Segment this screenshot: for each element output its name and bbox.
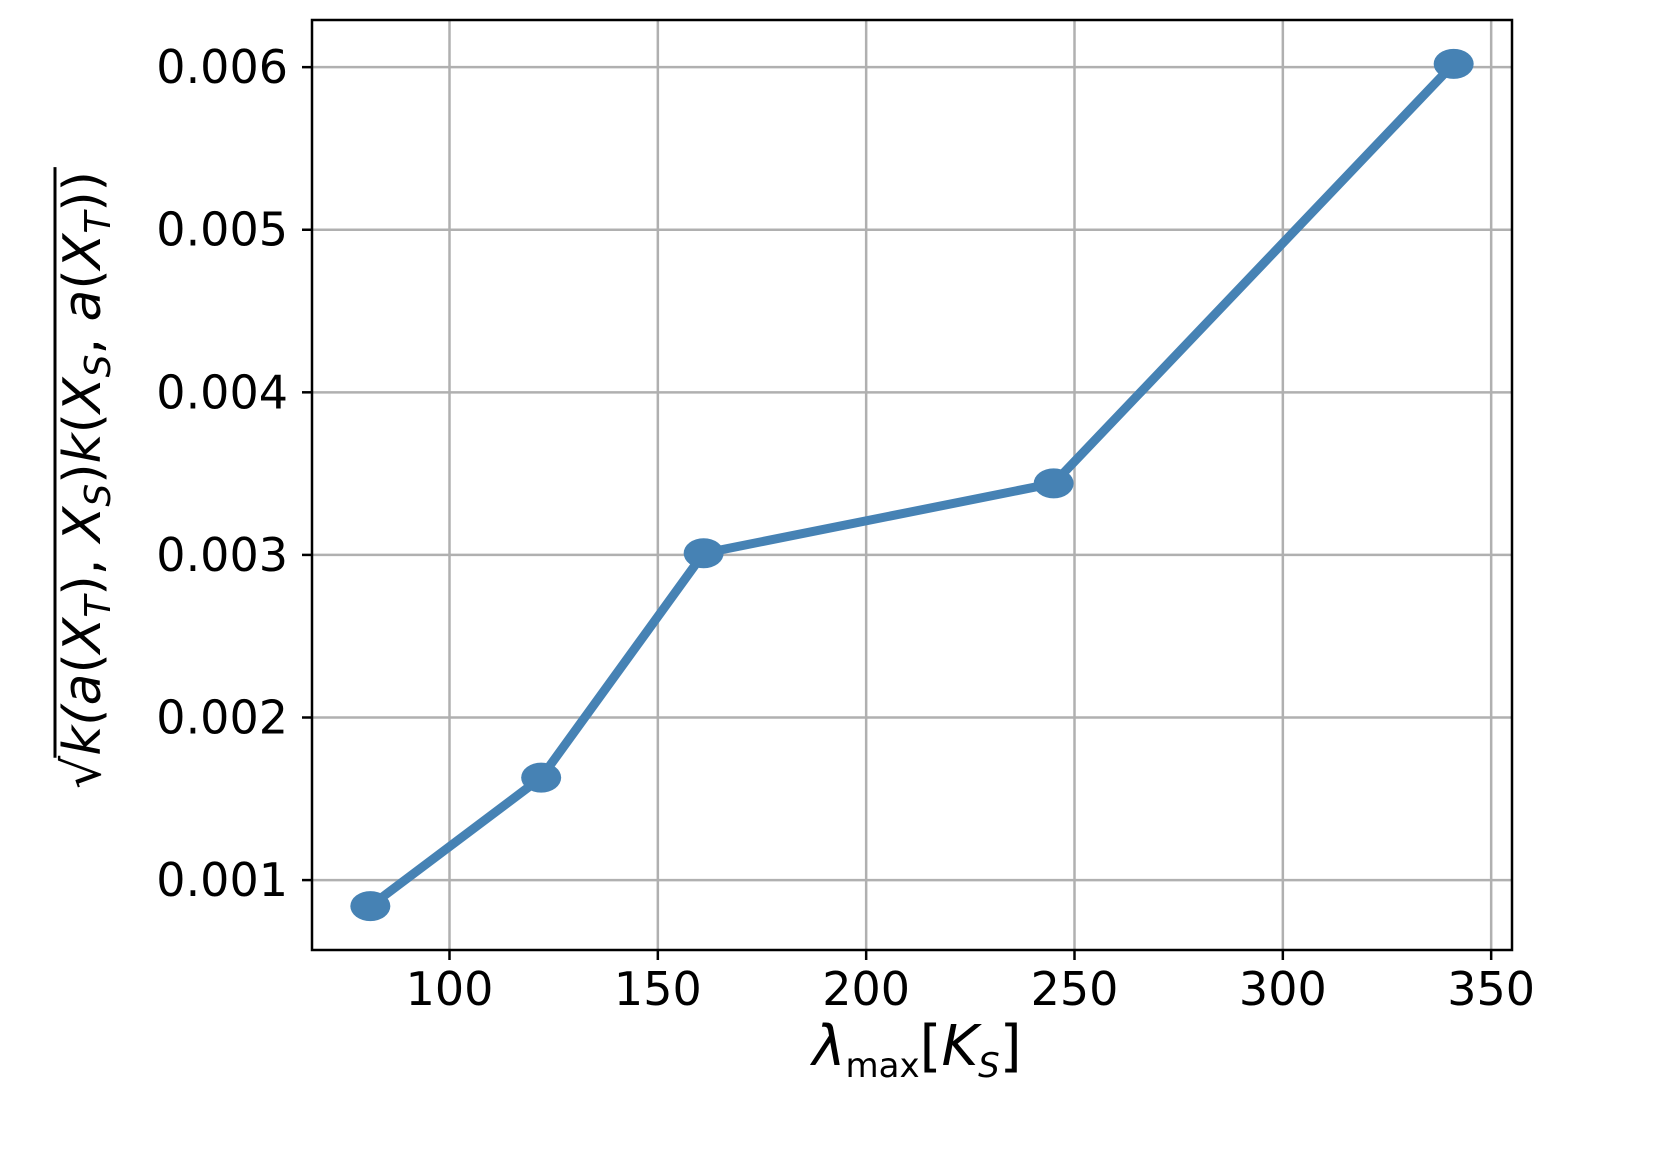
y-tick-label: 0.005 [156, 203, 288, 257]
y-axis-label-part: S [78, 484, 119, 507]
y-axis-label-part: ( [53, 653, 113, 673]
y-axis-label-part: T [78, 593, 119, 618]
x-axis-label-k-sub: S [978, 1046, 1000, 1086]
data-point [1433, 48, 1474, 79]
y-tick-label: 0.003 [156, 528, 288, 582]
data-point [350, 891, 391, 922]
y-tick-label: 0.001 [156, 853, 288, 907]
y-axis-label-part: ) [53, 463, 113, 483]
y-axis-label-part: X [53, 616, 113, 656]
y-axis-label-part: , [53, 321, 113, 354]
x-axis-label-symbol: λ [809, 1014, 845, 1079]
y-axis-label-text: √k(a(XT), XS)k(XS, a(XT)) [53, 171, 119, 789]
y-axis-label-part: k [53, 431, 113, 463]
x-axis-label-sub: max [846, 1046, 920, 1086]
y-axis-label-part: k( [53, 703, 113, 756]
y-axis-label-part: X [53, 232, 113, 272]
y-axis: 0.001 0.002 0.003 0.004 0.005 0.006 [156, 40, 312, 907]
y-tick-label: 0.006 [156, 40, 288, 94]
data-point [1033, 468, 1074, 499]
data-point [521, 762, 562, 793]
data-point [683, 538, 724, 569]
x-axis-label-k: K [941, 1014, 982, 1079]
y-axis-label-part: ( [53, 413, 113, 433]
y-axis-label-part: X [53, 376, 113, 416]
x-axis-label-bracket-open: [ [920, 1014, 942, 1079]
y-axis-label: √k(a(XT), XS)k(XS, a(XT)) [53, 167, 119, 789]
y-axis-label-part: S [78, 355, 119, 378]
y-axis-label-part: T [78, 209, 119, 234]
x-tick-label: 300 [1239, 962, 1327, 1016]
x-tick-label: 200 [822, 962, 910, 1016]
plot-frame [310, 18, 1514, 952]
x-tick-label: 100 [406, 962, 494, 1016]
y-axis-label-part: a [53, 673, 113, 705]
x-tick-label: 250 [1031, 962, 1119, 1016]
series-group [350, 48, 1474, 922]
x-axis: 100 150 200 250 300 350 [406, 950, 1535, 1016]
x-axis-label: λmax[KS] [809, 1014, 1021, 1086]
y-axis-label-part: a [53, 290, 113, 322]
y-tick-label: 0.002 [156, 691, 288, 745]
grid [312, 20, 1512, 950]
x-tick-label: 350 [1447, 962, 1535, 1016]
y-tick-label: 0.004 [156, 365, 288, 419]
x-axis-label-bracket-close: ] [1000, 1014, 1022, 1079]
y-axis-label-part: ), [53, 542, 113, 595]
y-axis-label-part: X [53, 505, 113, 545]
y-axis-label-sqrt: √ [53, 755, 113, 789]
y-axis-label-part: )) [53, 171, 113, 212]
x-tick-label: 150 [614, 962, 702, 1016]
y-axis-label-part: ( [53, 269, 113, 289]
